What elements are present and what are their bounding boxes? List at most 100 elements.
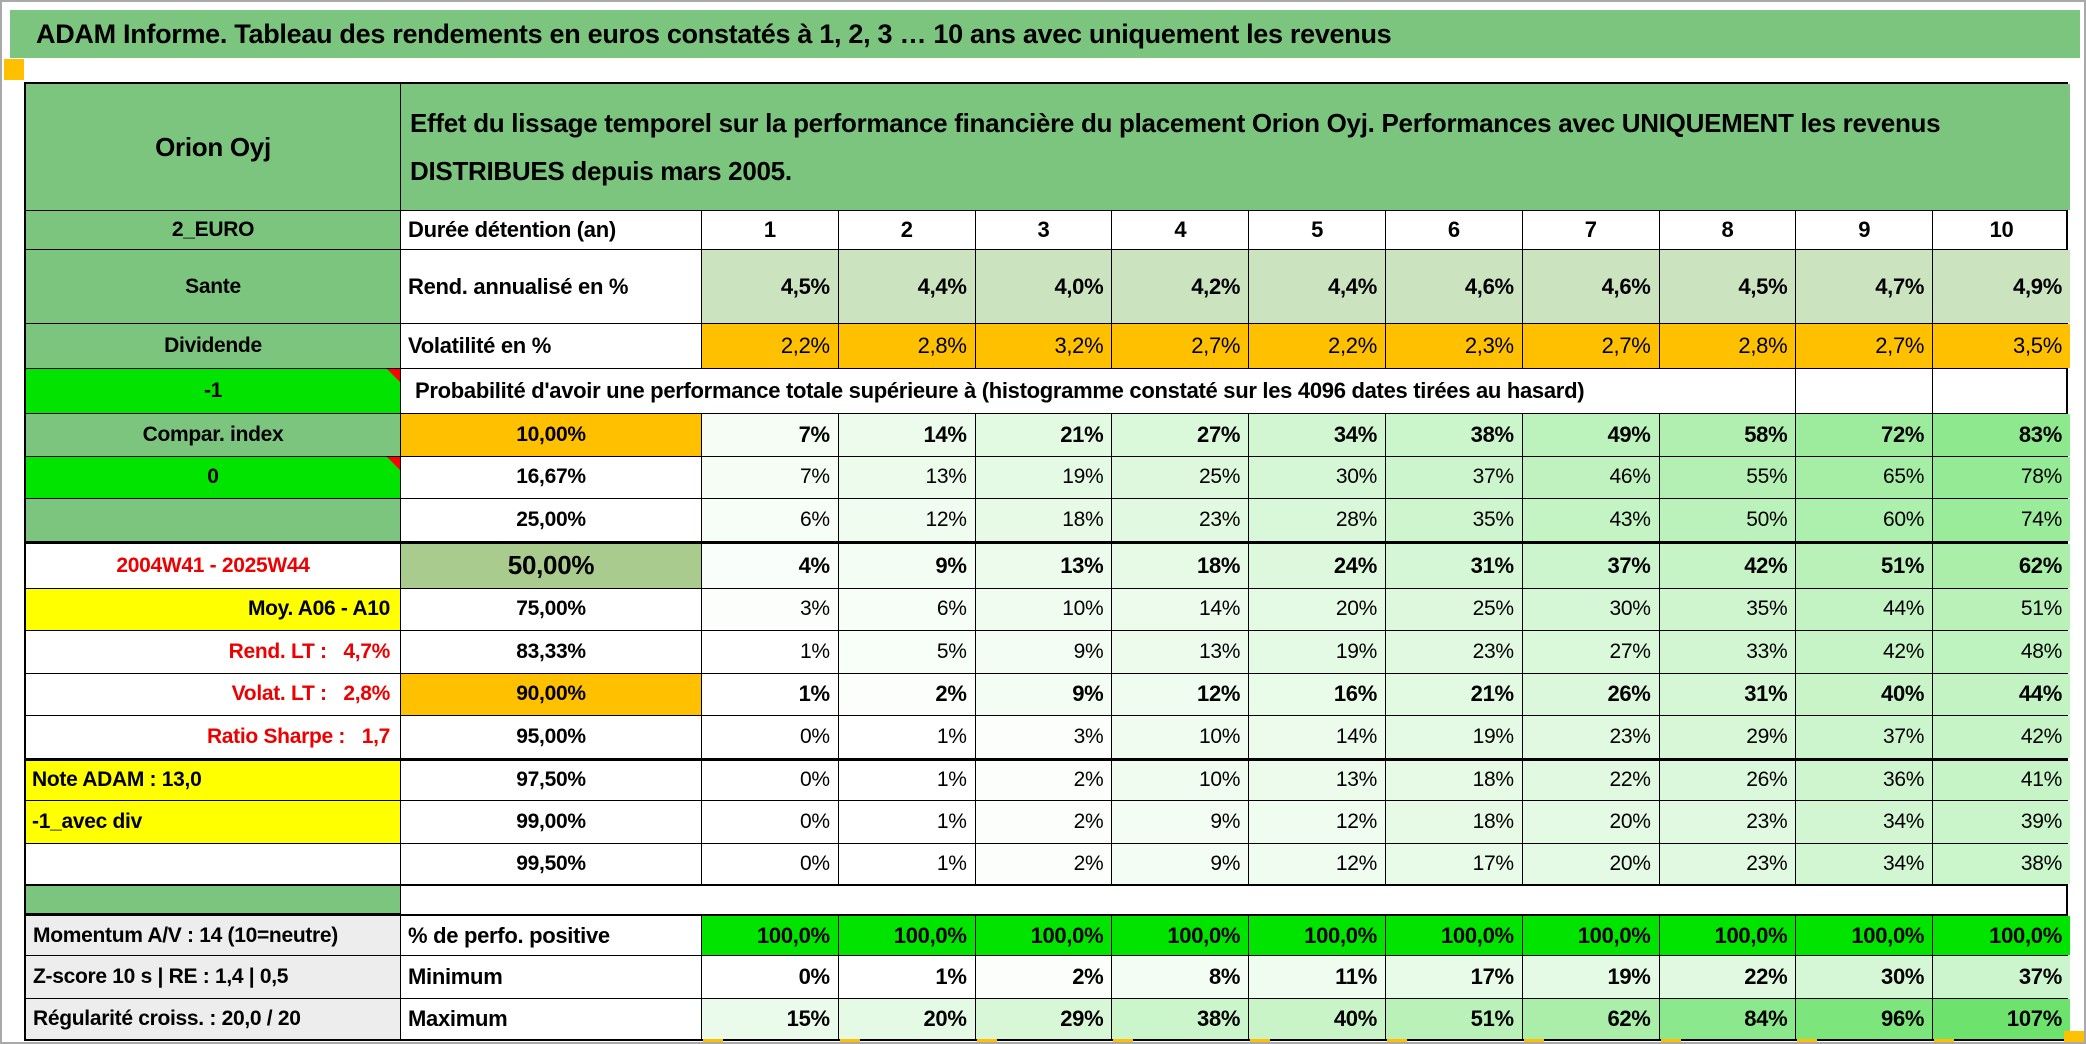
row-label-cell[interactable]: 0	[26, 456, 401, 498]
value-cell[interactable]: 37%	[1933, 956, 2070, 998]
row-label-cell[interactable]	[26, 843, 401, 884]
value-cell[interactable]: 14%	[1249, 716, 1386, 758]
value-cell[interactable]: 38%	[1933, 843, 2070, 884]
value-cell[interactable]: 3%	[702, 588, 839, 630]
value-cell[interactable]: 20%	[838, 998, 976, 1039]
year-header-cell[interactable]: 3	[976, 211, 1113, 249]
value-cell[interactable]: 100,0%	[1522, 916, 1660, 956]
value-cell[interactable]: 49%	[1522, 414, 1660, 456]
value-cell[interactable]: 30%	[1796, 956, 1934, 998]
value-cell[interactable]: 17%	[1385, 843, 1523, 884]
value-cell[interactable]: 3%	[975, 716, 1113, 758]
value-cell[interactable]: 29%	[1659, 716, 1797, 758]
value-cell[interactable]: 2%	[975, 760, 1113, 800]
value-cell[interactable]: 34%	[1796, 843, 1934, 884]
value-cell[interactable]: 18%	[975, 499, 1113, 541]
value-cell[interactable]: 7%	[702, 456, 839, 498]
value-cell[interactable]: 1%	[838, 716, 976, 758]
value-cell[interactable]: 4,5%	[702, 250, 839, 323]
value-cell[interactable]: 62%	[1933, 543, 2070, 588]
value-cell[interactable]: 42%	[1933, 716, 2070, 758]
value-cell[interactable]: 16%	[1249, 673, 1386, 715]
value-cell[interactable]: 100,0%	[838, 916, 976, 956]
value-cell[interactable]: 15%	[702, 998, 839, 1039]
value-cell[interactable]: 14%	[838, 414, 976, 456]
value-cell[interactable]: 21%	[975, 414, 1113, 456]
value-cell[interactable]: 2%	[975, 801, 1113, 843]
value-cell[interactable]: 37%	[1522, 543, 1660, 588]
empty-cell[interactable]	[1796, 369, 1934, 413]
value-cell[interactable]: 3,5%	[1933, 324, 2070, 368]
threshold-cell[interactable]: 10,00%	[401, 414, 702, 456]
value-cell[interactable]: 100,0%	[1249, 916, 1386, 956]
value-cell[interactable]: 12%	[1112, 673, 1250, 715]
value-cell[interactable]: 9%	[1112, 801, 1250, 843]
value-cell[interactable]: 23%	[1385, 631, 1523, 673]
value-cell[interactable]: 2,7%	[1796, 324, 1934, 368]
value-cell[interactable]: 18%	[1385, 760, 1523, 800]
value-cell[interactable]: 0%	[702, 760, 839, 800]
row-label-cell[interactable]: -1_avec div	[26, 801, 401, 843]
threshold-cell[interactable]: 25,00%	[401, 499, 702, 541]
value-cell[interactable]: 13%	[1249, 760, 1386, 800]
value-cell[interactable]: 50%	[1659, 499, 1797, 541]
value-cell[interactable]: 51%	[1933, 588, 2070, 630]
value-cell[interactable]: 9%	[975, 631, 1113, 673]
return-label-cell[interactable]: Rend. annualisé en %	[401, 250, 702, 323]
row-label-cell[interactable]: Dividende	[26, 324, 401, 368]
value-cell[interactable]: 3,2%	[975, 324, 1113, 368]
value-cell[interactable]: 12%	[838, 499, 976, 541]
value-cell[interactable]: 1%	[838, 843, 976, 884]
sheet-title-cell[interactable]: ADAM Informe. Tableau des rendements en …	[10, 10, 2080, 58]
value-cell[interactable]: 38%	[1112, 998, 1250, 1039]
value-cell[interactable]: 10%	[1112, 716, 1250, 758]
row-label-cell[interactable]: Momentum A/V : 14 (10=neutre)	[26, 916, 401, 956]
value-cell[interactable]: 4,4%	[1249, 250, 1386, 323]
value-cell[interactable]: 6%	[702, 499, 839, 541]
summary-label-cell[interactable]: Maximum	[401, 998, 702, 1039]
value-cell[interactable]: 36%	[1796, 760, 1934, 800]
value-cell[interactable]: 44%	[1933, 673, 2070, 715]
value-cell[interactable]: 72%	[1796, 414, 1934, 456]
value-cell[interactable]: 9%	[838, 543, 976, 588]
value-cell[interactable]: 34%	[1796, 801, 1934, 843]
value-cell[interactable]: 19%	[975, 456, 1113, 498]
threshold-cell[interactable]: 16,67%	[401, 456, 702, 498]
separator-cell[interactable]	[26, 886, 401, 914]
row-label-cell[interactable]: Compar. index	[26, 414, 401, 456]
value-cell[interactable]: 51%	[1385, 998, 1523, 1039]
value-cell[interactable]: 26%	[1659, 760, 1797, 800]
value-cell[interactable]: 23%	[1522, 716, 1660, 758]
value-cell[interactable]: 78%	[1933, 456, 2070, 498]
value-cell[interactable]: 9%	[1112, 843, 1250, 884]
summary-label-cell[interactable]: % de perfo. positive	[401, 916, 702, 956]
value-cell[interactable]: 1%	[838, 956, 976, 998]
value-cell[interactable]: 2%	[975, 843, 1113, 884]
row-label-cell[interactable]: Régularité croiss. : 20,0 / 20	[26, 998, 401, 1039]
year-header-cell[interactable]: 7	[1523, 211, 1660, 249]
value-cell[interactable]: 31%	[1659, 673, 1797, 715]
value-cell[interactable]: 41%	[1933, 760, 2070, 800]
value-cell[interactable]: 20%	[1522, 801, 1660, 843]
threshold-cell[interactable]: 97,50%	[401, 760, 702, 800]
value-cell[interactable]: 43%	[1522, 499, 1660, 541]
value-cell[interactable]: 1%	[702, 631, 839, 673]
row-label-cell[interactable]: Z-score 10 s | RE : 1,4 | 0,5	[26, 956, 401, 998]
value-cell[interactable]: 6%	[838, 588, 976, 630]
value-cell[interactable]: 20%	[1522, 843, 1660, 884]
probability-caption-cell[interactable]: Probabilité d'avoir une performance tota…	[401, 369, 1797, 413]
value-cell[interactable]: 23%	[1112, 499, 1250, 541]
value-cell[interactable]: 1%	[702, 673, 839, 715]
value-cell[interactable]: 23%	[1659, 843, 1797, 884]
value-cell[interactable]: 55%	[1659, 456, 1797, 498]
value-cell[interactable]: 30%	[1522, 588, 1660, 630]
value-cell[interactable]: 4,7%	[1796, 250, 1934, 323]
value-cell[interactable]: 10%	[1112, 760, 1250, 800]
value-cell[interactable]: 62%	[1522, 998, 1660, 1039]
value-cell[interactable]: 40%	[1249, 998, 1386, 1039]
value-cell[interactable]: 22%	[1659, 956, 1797, 998]
value-cell[interactable]: 83%	[1933, 414, 2070, 456]
value-cell[interactable]: 0%	[702, 956, 839, 998]
value-cell[interactable]: 100,0%	[1933, 916, 2070, 956]
value-cell[interactable]: 27%	[1112, 414, 1250, 456]
